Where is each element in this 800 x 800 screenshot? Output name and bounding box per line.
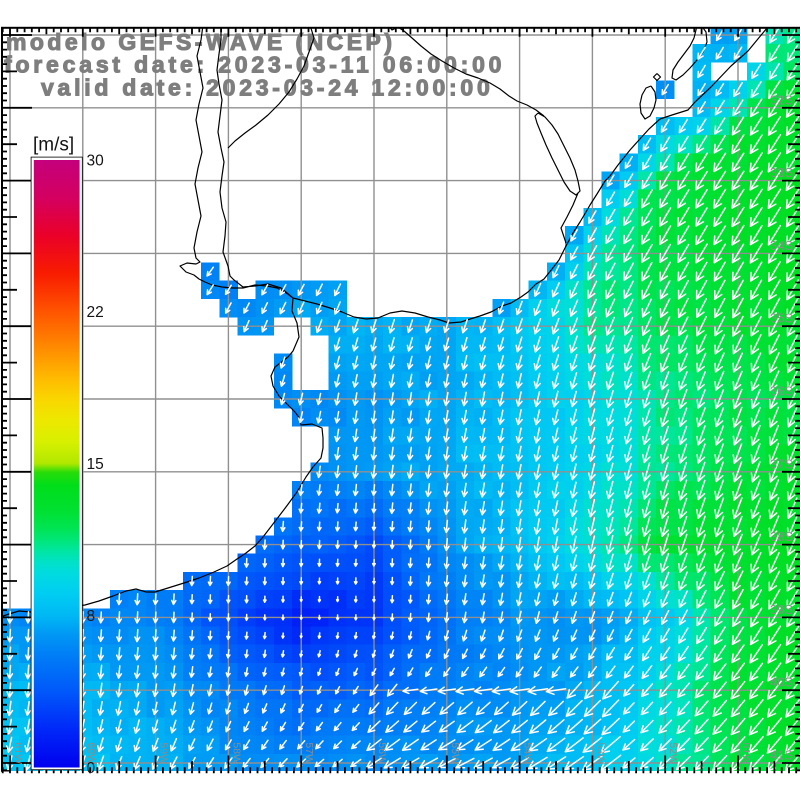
svg-text:58W: 58W xyxy=(230,742,242,764)
svg-text:35S: 35S xyxy=(770,311,793,326)
svg-text:54W: 54W xyxy=(522,742,534,764)
svg-text:39S: 39S xyxy=(770,602,793,617)
svg-text:33S: 33S xyxy=(770,165,793,180)
svg-text:52W: 52W xyxy=(667,742,679,764)
svg-text:51W: 51W xyxy=(740,742,752,764)
svg-text:30: 30 xyxy=(87,152,105,169)
svg-text:40S: 40S xyxy=(770,675,793,690)
svg-text:15: 15 xyxy=(87,456,104,473)
svg-text:61W: 61W xyxy=(12,742,24,764)
svg-text:22: 22 xyxy=(87,304,104,321)
svg-text:57W: 57W xyxy=(303,742,315,764)
svg-text:[m/s]: [m/s] xyxy=(33,135,74,156)
svg-text:59W: 59W xyxy=(158,742,170,764)
svg-text:38S: 38S xyxy=(770,529,793,544)
svg-text:valid date: 2023-03-24 12:00:0: valid date: 2023-03-24 12:00:00 xyxy=(41,75,494,101)
svg-text:41S: 41S xyxy=(770,748,793,763)
svg-text:55W: 55W xyxy=(449,742,461,764)
svg-text:0: 0 xyxy=(87,760,96,777)
svg-text:56W: 56W xyxy=(376,742,388,764)
svg-text:32S: 32S xyxy=(770,92,793,107)
svg-text:36S: 36S xyxy=(770,384,793,399)
svg-text:8: 8 xyxy=(87,608,96,625)
svg-text:34S: 34S xyxy=(770,238,793,253)
svg-text:37S: 37S xyxy=(770,456,793,471)
svg-text:53W: 53W xyxy=(594,742,606,764)
